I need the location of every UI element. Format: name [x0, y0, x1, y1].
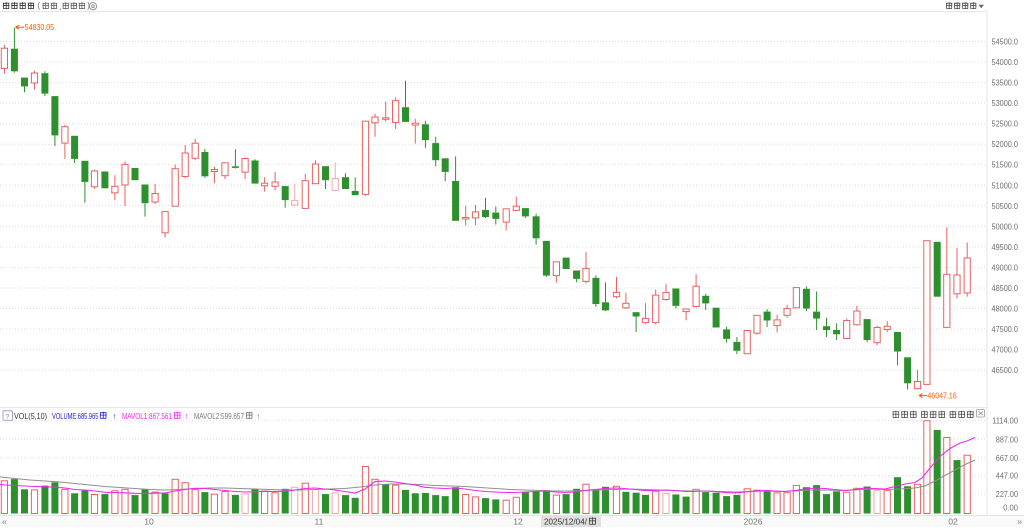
- svg-text:51500.0: 51500.0: [992, 160, 1019, 170]
- svg-text:MAVOL2:599.657: MAVOL2:599.657: [194, 411, 244, 421]
- svg-text:»: »: [1017, 517, 1022, 527]
- svg-text:46047.16: 46047.16: [927, 391, 957, 400]
- svg-text:47000.0: 47000.0: [992, 345, 1019, 355]
- svg-text:,: ,: [60, 3, 62, 12]
- svg-text:447.00: 447.00: [996, 471, 1019, 481]
- svg-text:0.00: 0.00: [1003, 503, 1018, 513]
- svg-text:50000.0: 50000.0: [992, 221, 1019, 231]
- svg-text:54830.05: 54830.05: [25, 23, 55, 32]
- svg-text:«: «: [2, 517, 7, 527]
- svg-text:52500.0: 52500.0: [992, 119, 1019, 129]
- svg-text:46500.0: 46500.0: [992, 365, 1019, 375]
- svg-text:↑: ↑: [113, 411, 117, 421]
- svg-text:50500.0: 50500.0: [992, 201, 1019, 211]
- svg-text:54500.0: 54500.0: [992, 37, 1019, 47]
- svg-text:47500.0: 47500.0: [992, 324, 1019, 334]
- svg-text:10: 10: [144, 517, 154, 527]
- svg-text:12: 12: [513, 517, 523, 527]
- svg-text:2025/12/04/: 2025/12/04/: [544, 517, 588, 527]
- svg-text:48000.0: 48000.0: [992, 304, 1019, 314]
- svg-text:2026: 2026: [743, 517, 762, 527]
- svg-text:51000.0: 51000.0: [992, 180, 1019, 190]
- svg-text:54000.0: 54000.0: [992, 57, 1019, 67]
- svg-text:887.00: 887.00: [996, 434, 1019, 444]
- svg-text:667.00: 667.00: [996, 453, 1019, 463]
- svg-text:1114.00: 1114.00: [992, 416, 1018, 426]
- svg-text:48500.0: 48500.0: [992, 283, 1019, 293]
- svg-text:?: ?: [5, 412, 9, 421]
- svg-text:↑: ↑: [185, 411, 189, 421]
- svg-text:↑: ↑: [256, 411, 260, 421]
- svg-text:11: 11: [315, 517, 324, 527]
- svg-text:MAVOL1:867.561: MAVOL1:867.561: [122, 411, 172, 421]
- svg-text:VOL(5,10): VOL(5,10): [14, 411, 47, 421]
- svg-text:49500.0: 49500.0: [992, 242, 1019, 252]
- svg-text:52000.0: 52000.0: [992, 139, 1019, 149]
- svg-text:02: 02: [948, 517, 958, 527]
- svg-text:227.00: 227.00: [996, 489, 1019, 499]
- svg-text:VOLUME:685.965: VOLUME:685.965: [52, 411, 99, 421]
- svg-text:49000.0: 49000.0: [992, 262, 1019, 272]
- svg-text:53000.0: 53000.0: [992, 98, 1019, 108]
- svg-text:53500.0: 53500.0: [992, 78, 1019, 88]
